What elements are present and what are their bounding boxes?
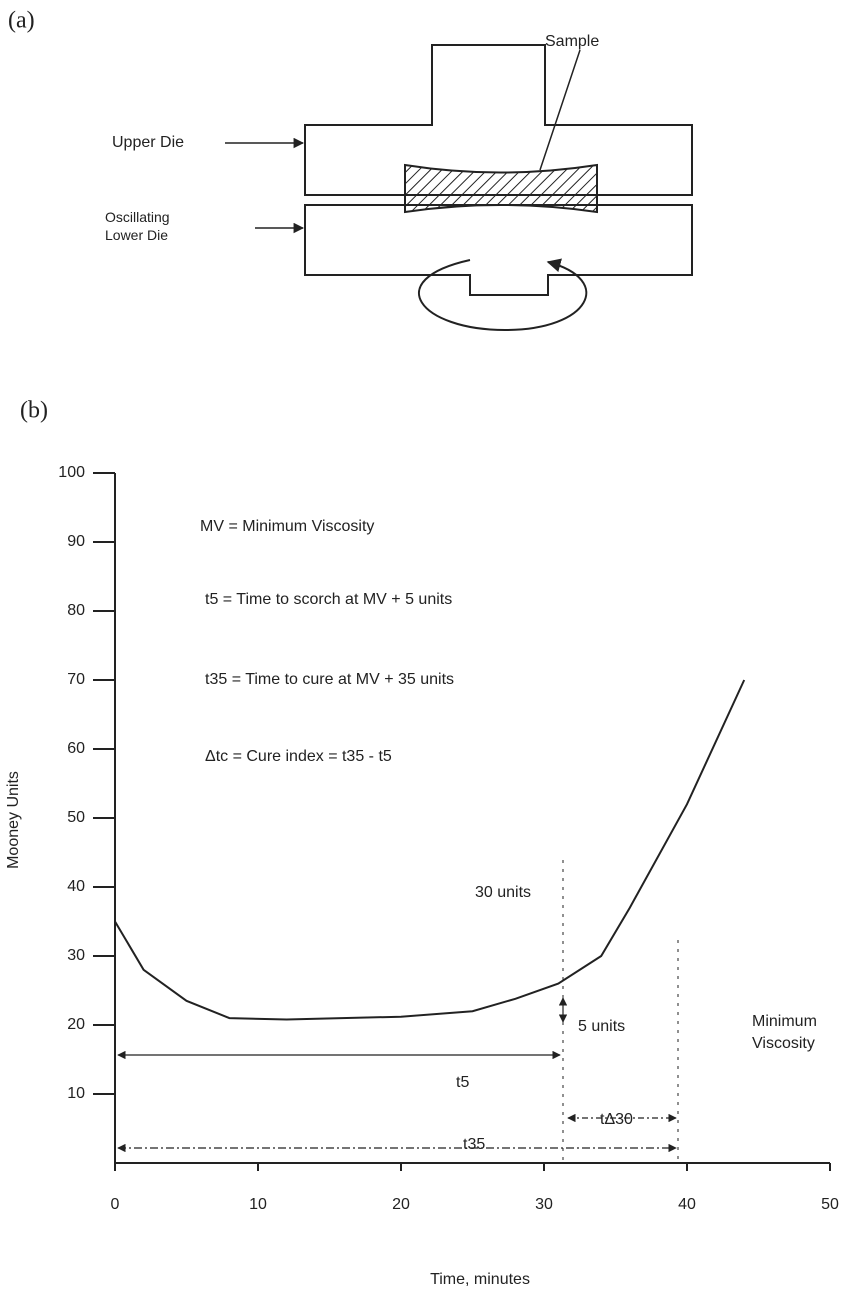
- annotation: Minimum Viscosity: [752, 1013, 817, 1052]
- y-tick-label: 60: [67, 740, 85, 757]
- x-tick-label: 40: [678, 1196, 696, 1213]
- annotation: MV = Minimum Viscosity: [200, 518, 374, 535]
- x-axis-label: Time, minutes: [430, 1271, 530, 1288]
- y-tick-label: 20: [67, 1016, 85, 1033]
- x-tick-label: 0: [111, 1196, 120, 1213]
- annotation: 5 units: [578, 1018, 625, 1035]
- lower-die-box: Oscillating Lower Die: [105, 209, 170, 243]
- annotation: t5: [456, 1074, 469, 1091]
- lower-die-label: Oscillating Lower Die: [105, 209, 170, 243]
- y-tick-label: 90: [67, 533, 85, 550]
- sample-label: Sample: [545, 33, 599, 50]
- data-line: [114, 679, 746, 1021]
- annotation: 30 units: [475, 884, 531, 901]
- die-diagram: [225, 44, 693, 332]
- x-tick-label: 50: [821, 1196, 839, 1213]
- upper-die-label: Upper Die: [112, 134, 184, 151]
- y-axis-label: Mooney Units: [5, 771, 22, 869]
- annotation: t35: [463, 1136, 485, 1153]
- y-tick-label: 50: [67, 809, 85, 826]
- panel-label: (b): [20, 398, 48, 424]
- annotation: t5 = Time to scorch at MV + 5 units: [205, 591, 452, 608]
- y-tick-label: 100: [58, 464, 85, 481]
- annotation: t35 = Time to cure at MV + 35 units: [205, 671, 454, 688]
- y-tick-label: 70: [67, 671, 85, 688]
- y-tick-label: 80: [67, 602, 85, 619]
- annotation: tΔ30: [600, 1111, 633, 1128]
- x-tick-label: 20: [392, 1196, 410, 1213]
- x-tick-label: 10: [249, 1196, 267, 1213]
- x-tick-label: 30: [535, 1196, 553, 1213]
- y-tick-label: 30: [67, 947, 85, 964]
- panel-label: (a): [8, 8, 35, 34]
- annotation-box: Minimum Viscosity: [752, 1013, 817, 1052]
- y-tick-label: 10: [67, 1085, 85, 1102]
- annotation: Δtc = Cure index = t35 - t5: [205, 748, 392, 765]
- y-tick-label: 40: [67, 878, 85, 895]
